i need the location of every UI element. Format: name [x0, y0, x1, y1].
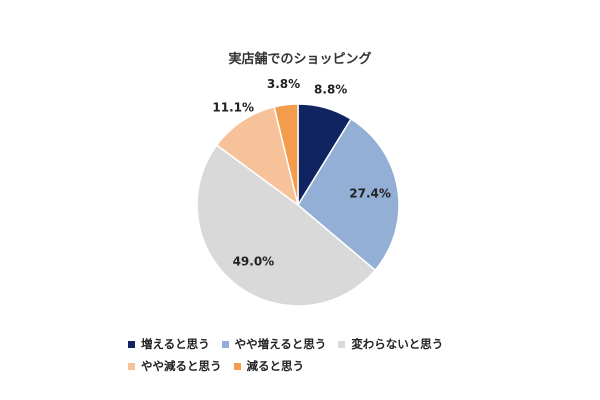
legend: 増えると思う やや増えると思う 変わらないと思う やや減ると思う 減ると思う: [128, 333, 488, 377]
legend-label-slightly-increase: やや増えると思う: [234, 337, 327, 351]
slice-label-slightly-increase: 27.4%: [349, 187, 391, 201]
legend-swatch-decrease: [233, 362, 241, 370]
legend-swatch-slightly-decrease: [128, 362, 135, 370]
legend-swatch-no-change: [338, 340, 346, 348]
legend-label-no-change: 変わらないと思う: [351, 337, 444, 351]
legend-item-no-change: 変わらないと思う: [338, 336, 443, 352]
legend-item-slightly-decrease: やや減ると思う: [128, 358, 222, 374]
legend-item-slightly-increase: やや増えると思う: [221, 336, 327, 352]
legend-swatch-increase: [128, 340, 135, 348]
pie-slice-slightly-increase: [297, 117, 400, 272]
legend-item-decrease: 減ると思う: [233, 358, 305, 374]
pie-slice-no-change: [196, 144, 377, 307]
pie-slice-decrease: [273, 103, 299, 206]
legend-row-1: 増えると思う やや増えると思う 変わらないと思う: [128, 333, 488, 355]
slice-label-decrease: 3.8%: [267, 77, 300, 91]
legend-label-decrease: 減ると思う: [246, 359, 305, 373]
legend-row-2: やや減ると思う 減ると思う: [128, 355, 488, 377]
slice-label-slightly-decrease: 11.1%: [212, 101, 254, 115]
legend-label-slightly-decrease: やや減ると思う: [141, 359, 222, 373]
legend-swatch-slightly-increase: [221, 340, 229, 348]
legend-label-increase: 増えると思う: [141, 337, 210, 351]
slice-label-increase: 8.8%: [314, 83, 347, 97]
pie-slice-slightly-decrease: [215, 105, 300, 207]
chart-title: 実店舗でのショッピング: [228, 52, 372, 67]
slice-label-no-change: 49.0%: [233, 255, 275, 269]
legend-item-increase: 増えると思う: [128, 336, 210, 352]
